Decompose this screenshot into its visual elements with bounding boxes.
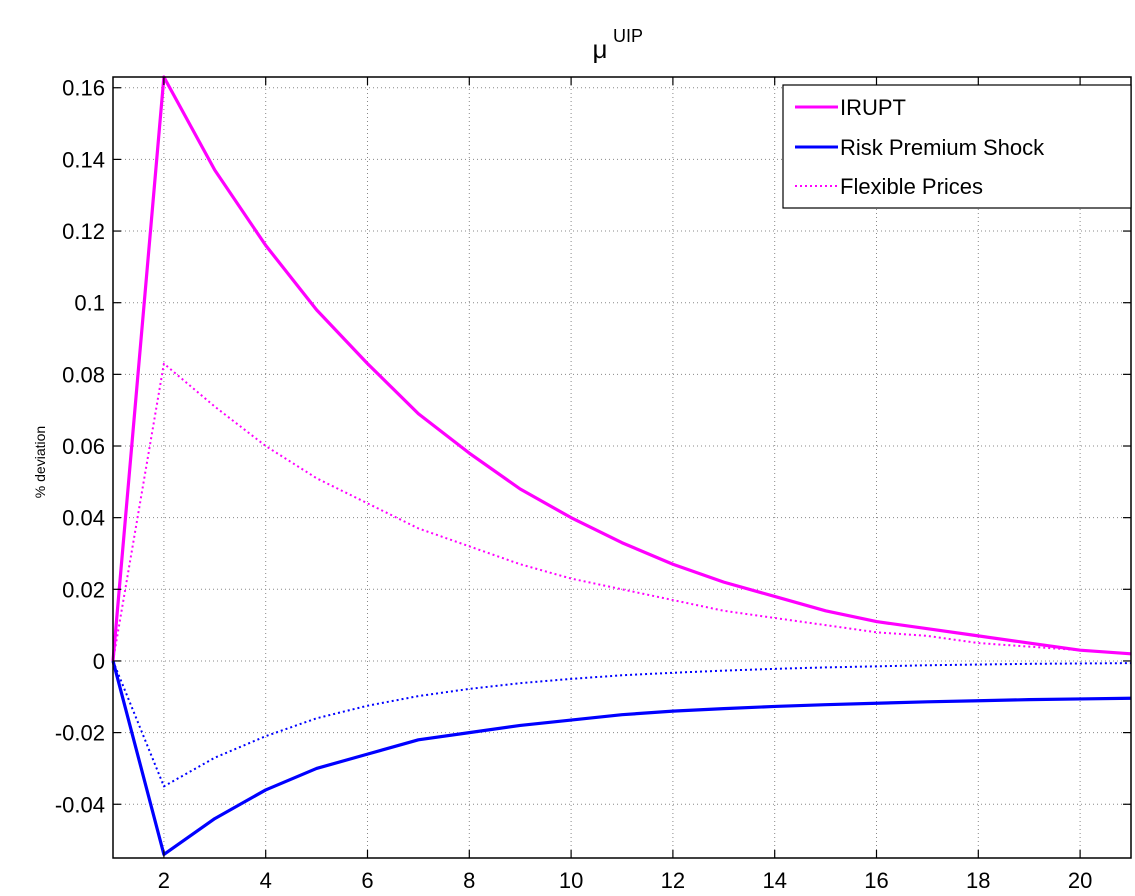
x-tick-label: 2 bbox=[158, 868, 170, 893]
x-tick-label: 14 bbox=[762, 868, 786, 893]
x-tick-label: 20 bbox=[1068, 868, 1092, 893]
y-axis-label: % deviation bbox=[32, 426, 48, 498]
y-tick-label: 0.08 bbox=[62, 362, 105, 387]
chart-title-superscript: UIP bbox=[613, 26, 643, 46]
legend-box bbox=[782, 84, 1132, 209]
x-tick-label: 18 bbox=[966, 868, 990, 893]
x-tick-label: 4 bbox=[260, 868, 272, 893]
y-tick-label: 0.16 bbox=[62, 76, 105, 101]
y-tick-label: 0.12 bbox=[62, 219, 105, 244]
series-line-irupt-0 bbox=[111, 75, 1132, 662]
tick-layer: 2 4 6 8 10 12 14 16 18 20 -0.04 -0.02 0 0.02 0.04 0.06 0… bbox=[55, 76, 1131, 893]
x-tick-label: 12 bbox=[661, 868, 685, 893]
x-tick-label: 10 bbox=[559, 868, 583, 893]
series-line-flexible-prices-3 bbox=[112, 660, 1132, 788]
legend-label-flexible-prices: Flexible Prices bbox=[840, 174, 983, 199]
x-tick-label: 6 bbox=[361, 868, 373, 893]
legend-label-irupt: IRUPT bbox=[840, 95, 906, 120]
legend: IRUPT Risk Premium Shock Flexible Prices bbox=[782, 84, 1132, 209]
y-tick-label: -0.02 bbox=[55, 721, 105, 746]
y-tick-label: 0.06 bbox=[62, 434, 105, 459]
y-tick-label: 0.1 bbox=[74, 291, 105, 316]
y-tick-label: 0.04 bbox=[62, 506, 105, 531]
y-tick-label: 0 bbox=[93, 649, 105, 674]
plot-frame bbox=[112, 76, 1132, 859]
series-line-risk-premium-shock-2 bbox=[111, 660, 1132, 857]
chart-title: μ UIP bbox=[593, 26, 644, 64]
legend-label-risk-premium-shock: Risk Premium Shock bbox=[840, 135, 1045, 160]
y-tick-label: 0.14 bbox=[62, 147, 105, 172]
x-tick-label: 8 bbox=[463, 868, 475, 893]
series-layer bbox=[111, 75, 1132, 857]
y-tick-label: -0.04 bbox=[55, 792, 105, 817]
x-tick-label: 16 bbox=[864, 868, 888, 893]
chart-title-main: μ bbox=[593, 34, 608, 64]
y-tick-label: 0.02 bbox=[62, 577, 105, 602]
